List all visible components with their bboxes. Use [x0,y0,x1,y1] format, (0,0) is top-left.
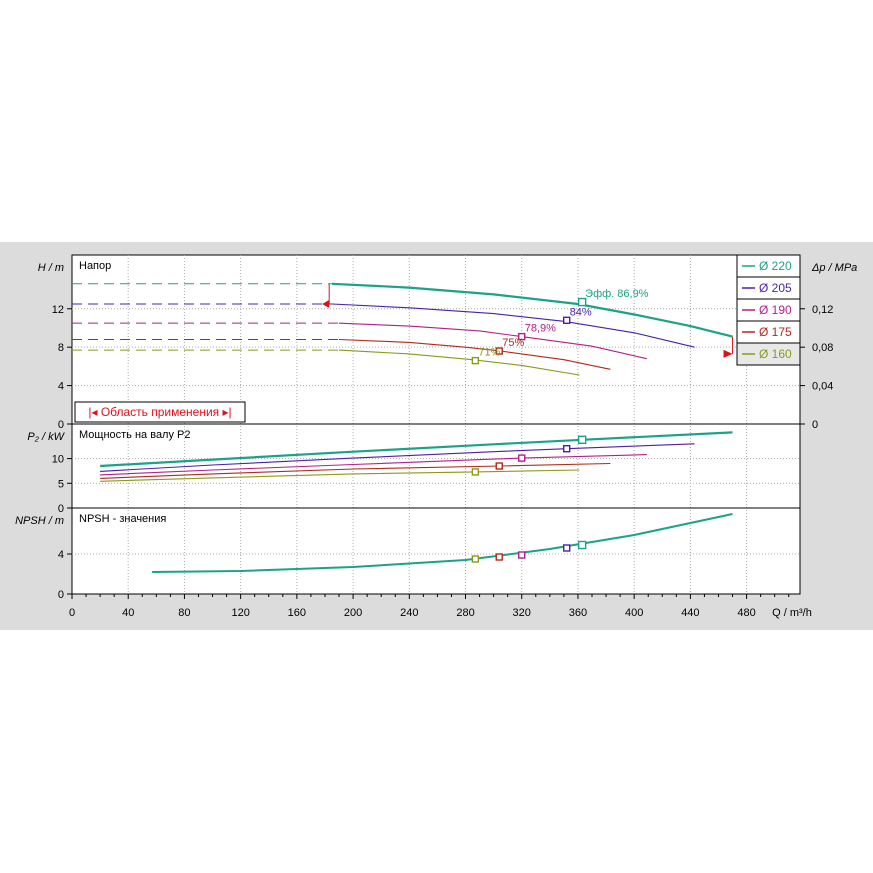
x-tick-label: 120 [231,607,249,619]
power-y-tick-label: 0 [58,503,64,515]
npsh-y-axis-label: NPSH / m [15,515,64,527]
power-y-tick-label: 10 [52,454,64,466]
power-curve-2 [100,454,647,476]
npsh-marker-1 [563,544,571,552]
npsh-marker-2 [518,551,526,559]
head-y-tick-label: 4 [58,381,64,393]
head-y-tick-label: 12 [52,304,64,316]
power-marker-4 [471,468,480,476]
npsh-marker-4 [471,555,480,563]
x-tick-label: 360 [569,607,587,619]
efficiency-label-1: 84% [570,306,592,318]
head-y2-axis-label: Δp / MPa [811,262,857,274]
head-y-axis-label: H / m [38,262,64,274]
npsh-marker-0 [577,540,587,550]
npsh-curve-0 [152,513,733,573]
legend-label: Ø 190 [759,303,792,317]
head-y2-tick-label: 0,12 [812,304,833,316]
x-tick-label: 200 [344,607,362,619]
x-tick-label: 440 [681,607,699,619]
npsh-y-tick-label: 0 [58,589,64,601]
head-curve-0 [331,282,733,338]
head-marker-2 [518,332,526,341]
power-marker-3 [495,462,503,470]
x-axis-label: Q / m³/h [772,607,812,619]
x-tick-label: 0 [69,607,75,619]
head-y-tick-label: 8 [58,342,64,354]
x-tick-label: 240 [400,607,418,619]
power-marker-1 [563,445,571,453]
x-tick-label: 320 [513,607,531,619]
head-curve-3 [338,338,611,370]
head-y2-tick-label: 0,08 [812,342,833,354]
power-curve-4 [100,469,580,482]
head-marker-1 [563,316,571,324]
head-marker-0 [577,297,587,307]
range-max-arrow [723,349,733,358]
head-y-tick-label: 0 [58,419,64,431]
head-y2-tick-label: 0,04 [812,381,833,393]
x-tick-label: 400 [625,607,643,619]
x-tick-label: 160 [288,607,306,619]
power-curve-0 [100,431,733,468]
power-curve-3 [100,462,611,479]
efficiency-label-0: Эфф. 86,9% [585,288,649,300]
legend-entry [736,342,801,366]
head-curve-1 [331,303,695,348]
x-tick-label: 280 [456,607,474,619]
legend-label: Ø 205 [759,281,792,295]
legend-label: Ø 175 [759,325,792,339]
range-min-arrow [322,299,330,308]
efficiency-label-3: 75% [502,337,524,349]
npsh-y-tick-label: 4 [58,549,64,561]
chart-canvas: 0 40 80 120 160 200 240 280 320 360 400 440 480 Q / m… [15,254,857,619]
legend-label: Ø 220 [759,259,792,273]
head-y2-tick-label: 0 [812,419,818,431]
npsh-panel-title: NPSH - значения [79,513,166,525]
power-y-tick-label: 5 [58,478,64,490]
x-tick-label: 480 [737,607,755,619]
power-y-axis-label: P₂ / kW [27,431,65,443]
power-marker-2 [518,454,526,462]
power-panel-title: Мощность на валу P2 [79,429,191,441]
head-curve-2 [338,322,647,360]
head-marker-4 [471,356,480,365]
x-tick-label: 40 [122,607,134,619]
application-range-box [74,401,246,423]
efficiency-label-4: 71% [478,347,500,359]
legend-label: Ø 160 [759,347,792,361]
efficiency-label-2: 78,9% [525,323,556,335]
power-curve-1 [100,443,695,472]
power-marker-0 [577,435,587,445]
npsh-marker-3 [495,553,503,561]
x-tick-label: 80 [178,607,190,619]
head-panel-title: Напор [79,260,111,272]
application-range-label: |◂ Область применения ▸| [88,405,231,419]
pump-curve-chart: 0 40 80 120 160 200 240 280 320 360 400 440 480 Q / m… [0,242,873,630]
head-marker-3 [495,347,503,355]
